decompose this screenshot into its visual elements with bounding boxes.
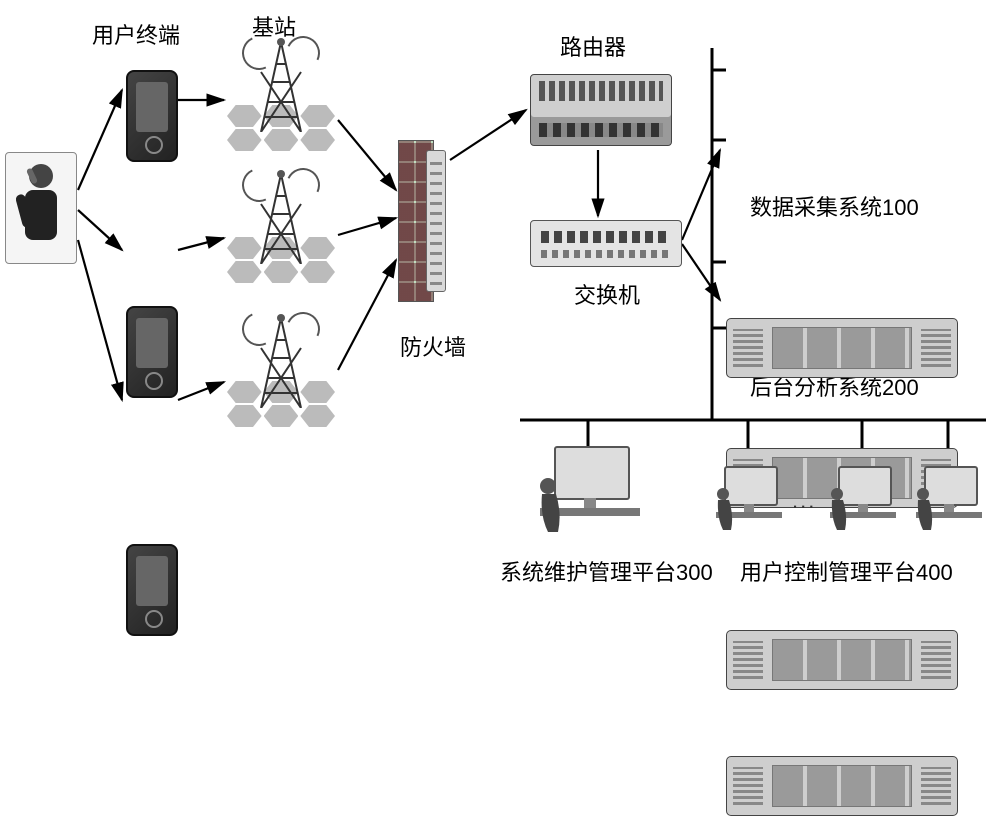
- phone-icon-2: [126, 306, 178, 398]
- user-workstation-icon-3: [916, 466, 982, 544]
- server-icon-4: [726, 756, 958, 816]
- server-icon-3: [726, 630, 958, 690]
- label-user-ctrl: 用户控制管理平台400: [740, 555, 953, 587]
- maintenance-workstation-icon: [540, 446, 640, 546]
- phone-icon-3: [126, 544, 178, 636]
- label-user-terminal: 用户终端: [92, 18, 180, 50]
- server-icon-1: [726, 318, 958, 378]
- firewall-icon: [398, 140, 446, 300]
- label-firewall: 防火墙: [400, 330, 466, 362]
- phone-icon-1: [126, 70, 178, 162]
- router-icon: [530, 74, 672, 146]
- base-station-icon-1: [226, 42, 336, 152]
- switch-icon: [530, 220, 682, 267]
- base-station-icon-2: [226, 174, 336, 284]
- label-router: 路由器: [560, 30, 626, 62]
- base-station-icon-3: [226, 318, 336, 428]
- label-switch: 交换机: [574, 278, 640, 310]
- diagram-canvas: { "labels": { "user_terminal": "用户终端", "…: [0, 0, 1000, 592]
- label-sys-maint: 系统维护管理平台300: [500, 555, 713, 587]
- user-workstation-icon-2: [830, 466, 896, 544]
- ellipsis-icon: ...: [792, 488, 816, 514]
- user-workstation-icon-1: [716, 466, 782, 544]
- person-icon: [5, 152, 77, 264]
- label-data-collection: 数据采集系统100: [750, 190, 919, 222]
